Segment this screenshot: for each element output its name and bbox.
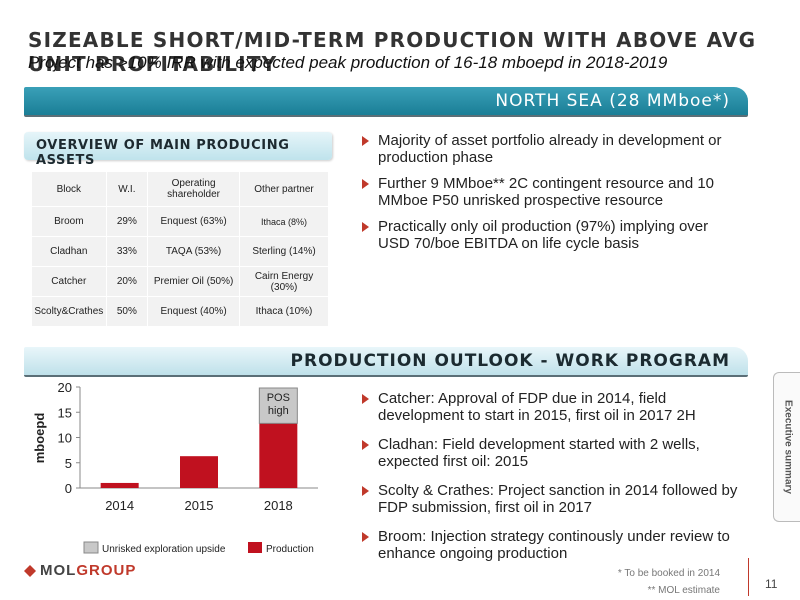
cell-operator: Enquest (40%) [147, 296, 241, 327]
table-header-row: Block W.I. Operating shareholder Other p… [32, 172, 329, 207]
production-label: PRODUCTION OUTLOOK - WORK PROGRAM [290, 351, 730, 371]
bar-annotation: POS [267, 392, 290, 404]
col-header-block: Block [32, 172, 107, 207]
legend-label-exploration: Unrisked exploration upside [102, 544, 226, 555]
cell-operator: Premier Oil (50%) [147, 266, 241, 297]
cell-block: Broom [32, 206, 107, 237]
col-header-partner: Other partner [239, 172, 329, 207]
bar-production-2018 [259, 423, 298, 488]
x-tick-label: 2014 [105, 498, 134, 513]
slide-title: SIZEABLE SHORT/MID-TERM PRODUCTION WITH … [28, 28, 757, 76]
north-sea-label: NORTH SEA (28 MMboe*) [495, 91, 730, 111]
x-tick-label: 2018 [264, 498, 293, 513]
bottom-bullet-list: Catcher: Approval of FDP due in 2014, fi… [362, 390, 747, 574]
y-tick-label: 15 [58, 405, 72, 420]
footnote-2: ** MOL estimate [647, 585, 720, 596]
table-row: Broom 29% Enquest (63%) Ithaca (8%) [32, 206, 329, 237]
y-tick-label: 20 [58, 380, 72, 395]
cell-partner: Sterling (14%) [239, 236, 329, 267]
bullet-item: Cladhan: Field development started with … [362, 436, 747, 470]
bar-annotation: high [268, 405, 289, 417]
cell-wi: 50% [106, 296, 149, 327]
legend-swatch-production [248, 542, 262, 553]
footnote-1: * To be booked in 2014 [617, 568, 720, 579]
mol-group-logo: MOLGROUP [24, 562, 136, 579]
cell-wi: 29% [106, 206, 149, 237]
col-header-operator: Operating shareholder [147, 172, 241, 207]
slide-subtitle: Project has >10% IRR with expected peak … [28, 53, 668, 72]
cell-operator: Enquest (63%) [147, 206, 241, 237]
bullet-item: Majority of asset portfolio already in d… [362, 132, 742, 166]
logo-mol-text: MOL [40, 562, 77, 579]
cell-partner: Cairn Energy (30%) [239, 266, 329, 297]
side-tab[interactable]: Executive summary [773, 372, 800, 522]
logo-group-text: GROUP [76, 562, 137, 579]
bar-production-2015 [180, 456, 218, 488]
bullet-item: Scolty & Crathes: Project sanction in 20… [362, 482, 747, 516]
bullet-item: Further 9 MMboe** 2C contingent resource… [362, 175, 742, 209]
assets-table: Block W.I. Operating shareholder Other p… [32, 172, 329, 327]
cell-wi: 33% [106, 236, 149, 267]
table-row: Scolty&Crathes 50% Enquest (40%) Ithaca … [32, 296, 329, 327]
x-tick-label: 2015 [185, 498, 214, 513]
north-sea-banner: NORTH SEA (28 MMboe*) [24, 87, 748, 117]
y-tick-label: 0 [65, 481, 72, 496]
side-tab-label: Executive summary [782, 400, 793, 494]
footer-divider [748, 558, 749, 596]
page-number: 11 [765, 577, 778, 591]
legend-label-production: Production [266, 544, 314, 555]
cell-block: Catcher [32, 266, 107, 297]
bullet-item: Practically only oil production (97%) im… [362, 218, 742, 252]
table-row: Catcher 20% Premier Oil (50%) Cairn Ener… [32, 266, 329, 297]
overview-label: OVERVIEW OF MAIN PRODUCING ASSETS [36, 138, 290, 168]
cell-block: Cladhan [32, 236, 107, 267]
bullet-item: Catcher: Approval of FDP due in 2014, fi… [362, 390, 747, 424]
legend-swatch-exploration [83, 541, 99, 554]
top-bullet-list: Majority of asset portfolio already in d… [362, 132, 742, 261]
bullet-item: Broom: Injection strategy continously un… [362, 528, 747, 562]
production-banner: PRODUCTION OUTLOOK - WORK PROGRAM [24, 347, 748, 377]
cell-partner: Ithaca (8%) [239, 206, 329, 237]
cell-wi: 20% [106, 266, 149, 297]
bar-unrisked-exploration-upside-2018 [258, 387, 298, 424]
y-tick-label: 5 [65, 456, 72, 471]
table-row: Cladhan 33% TAQA (53%) Sterling (14%) [32, 236, 329, 267]
y-axis-label: mboepd [32, 413, 47, 464]
col-header-wi: W.I. [106, 172, 149, 207]
cell-block: Scolty&Crathes [32, 296, 107, 327]
cell-partner: Ithaca (10%) [239, 296, 329, 327]
y-tick-label: 10 [58, 431, 72, 446]
bar-production-2014 [100, 482, 139, 488]
mol-logo-icon [24, 565, 36, 577]
overview-header: OVERVIEW OF MAIN PRODUCING ASSETS [24, 132, 332, 168]
cell-operator: TAQA (53%) [147, 236, 241, 267]
